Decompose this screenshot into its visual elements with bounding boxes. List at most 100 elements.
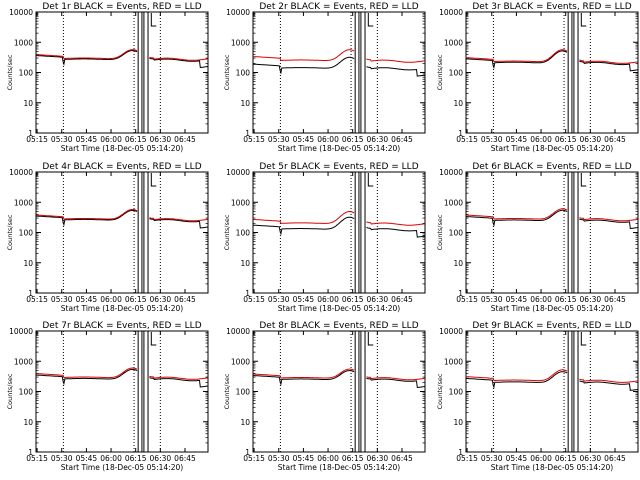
x-tick-label: 06:45 — [174, 295, 196, 304]
plot-frame — [252, 330, 426, 453]
x-tick-label: 06:30 — [150, 454, 172, 463]
y-tick-label: 100 — [19, 388, 34, 397]
y-tick-label: 10000 — [9, 168, 33, 177]
y-tick-label: 1 — [245, 289, 250, 298]
bracket-marker — [580, 13, 587, 27]
chart-panel-8: Det 8r BLACK = Events, RED = LLD 1 10 100 10… — [223, 321, 426, 472]
bracket-marker — [367, 332, 374, 346]
series-line-events — [252, 56, 425, 77]
series-line-events — [252, 216, 425, 238]
series-line-lld — [465, 49, 638, 64]
x-tick-label: 05:30 — [481, 295, 503, 304]
bracket-marker — [150, 173, 157, 187]
x-axis-title: Start Time (18-Dec-05 05:14:20) — [278, 144, 400, 153]
y-tick-label: 100 — [19, 69, 34, 78]
y-tick-label: 1000 — [444, 357, 463, 366]
x-tick-label: 06:15 — [125, 295, 147, 304]
plot-frame — [465, 11, 639, 134]
chart-panel-7: Det 7r BLACK = Events, RED = LLD 1 10 100 10… — [6, 321, 209, 472]
series-line-lld — [253, 210, 425, 226]
x-tick-label: 06:00 — [530, 295, 552, 304]
series-line-lld — [465, 369, 638, 383]
series-line-lld — [252, 368, 425, 381]
x-axis-title: Start Time (18-Dec-05 05:14:20) — [278, 304, 400, 313]
y-axis-title: Counts/sec — [436, 214, 444, 250]
y-axis-title: Counts/sec — [436, 373, 444, 409]
y-tick-label: 1 — [458, 129, 463, 138]
series-line-lld — [35, 209, 208, 222]
y-tick-label: 1 — [28, 448, 33, 457]
x-tick-label: 05:45 — [76, 454, 98, 463]
series-line-events — [35, 50, 208, 69]
bracket-marker — [150, 13, 157, 27]
y-tick-label: 100 — [449, 229, 464, 238]
x-tick-label: 06:15 — [125, 135, 147, 144]
x-tick-label: 06:45 — [391, 295, 413, 304]
x-tick-label: 06:30 — [367, 135, 389, 144]
y-tick-label: 1000 — [231, 198, 250, 207]
x-tick-label: 06:00 — [100, 135, 122, 144]
x-tick-label: 06:30 — [580, 295, 602, 304]
bracket-marker — [150, 332, 157, 346]
panel-title: Det 2r BLACK = Events, RED = LLD — [259, 2, 418, 12]
x-tick-label: 06:45 — [174, 135, 196, 144]
y-axis-title: Counts/sec — [6, 373, 14, 409]
x-axis-title: Start Time (18-Dec-05 05:14:20) — [491, 463, 613, 472]
series-line-lld — [252, 49, 425, 63]
y-tick-label: 10000 — [439, 327, 463, 336]
chart-panel-6: Det 6r BLACK = Events, RED = LLD 1 10 100 10… — [436, 162, 639, 313]
x-tick-label: 06:00 — [530, 454, 552, 463]
x-tick-label: 06:45 — [391, 135, 413, 144]
plot-frame — [35, 171, 209, 294]
plot-frame — [35, 330, 209, 453]
y-tick-label: 1000 — [14, 198, 33, 207]
y-tick-label: 10 — [23, 99, 33, 108]
x-tick-label: 06:15 — [555, 454, 577, 463]
y-tick-label: 100 — [236, 388, 251, 397]
y-tick-label: 100 — [19, 229, 34, 238]
panel-title: Det 3r BLACK = Events, RED = LLD — [472, 2, 631, 12]
x-tick-label: 05:30 — [268, 295, 290, 304]
panel-title: Det 1r BLACK = Events, RED = LLD — [42, 2, 201, 12]
panel-title: Det 6r BLACK = Events, RED = LLD — [472, 162, 631, 172]
x-tick-label: 06:15 — [125, 454, 147, 463]
x-axis-title: Start Time (18-Dec-05 05:14:20) — [61, 144, 183, 153]
y-tick-label: 10 — [23, 418, 33, 427]
y-tick-label: 1 — [245, 129, 250, 138]
chart-panel-9: Det 9r BLACK = Events, RED = LLD 1 10 100 10… — [436, 321, 639, 472]
y-tick-label: 10000 — [226, 327, 250, 336]
series-line-lld — [36, 367, 208, 380]
x-tick-label: 06:30 — [150, 295, 172, 304]
x-tick-label: 06:45 — [391, 454, 413, 463]
x-tick-label: 05:45 — [293, 135, 315, 144]
x-tick-label: 06:30 — [580, 135, 602, 144]
x-tick-label: 06:15 — [555, 295, 577, 304]
x-tick-label: 06:00 — [317, 135, 339, 144]
y-axis-title: Counts/sec — [223, 214, 231, 250]
x-tick-label: 06:00 — [317, 454, 339, 463]
y-tick-label: 10 — [240, 259, 250, 268]
x-axis-title: Start Time (18-Dec-05 05:14:20) — [491, 304, 613, 313]
x-tick-label: 05:15 — [26, 135, 48, 144]
y-tick-label: 1000 — [444, 198, 463, 207]
x-tick-label: 06:15 — [342, 454, 364, 463]
panel-title: Det 9r BLACK = Events, RED = LLD — [472, 321, 631, 331]
x-tick-label: 06:00 — [317, 295, 339, 304]
y-tick-label: 1 — [245, 448, 250, 457]
x-tick-label: 05:15 — [243, 454, 265, 463]
y-tick-label: 10 — [240, 99, 250, 108]
plot-frame — [465, 171, 639, 294]
chart-panel-2: Det 2r BLACK = Events, RED = LLD 1 10 100 10… — [223, 2, 426, 153]
series-line-events — [35, 368, 208, 388]
x-tick-label: 05:30 — [51, 295, 73, 304]
x-tick-label: 05:15 — [456, 454, 478, 463]
y-tick-label: 1 — [28, 289, 33, 298]
x-tick-label: 05:15 — [456, 135, 478, 144]
series-line-events — [35, 209, 208, 229]
series-line-lld — [465, 208, 638, 222]
y-tick-label: 100 — [236, 229, 251, 238]
x-axis-title: Start Time (18-Dec-05 05:14:20) — [61, 304, 183, 313]
x-tick-label: 05:30 — [268, 135, 290, 144]
y-tick-label: 1000 — [444, 38, 463, 47]
